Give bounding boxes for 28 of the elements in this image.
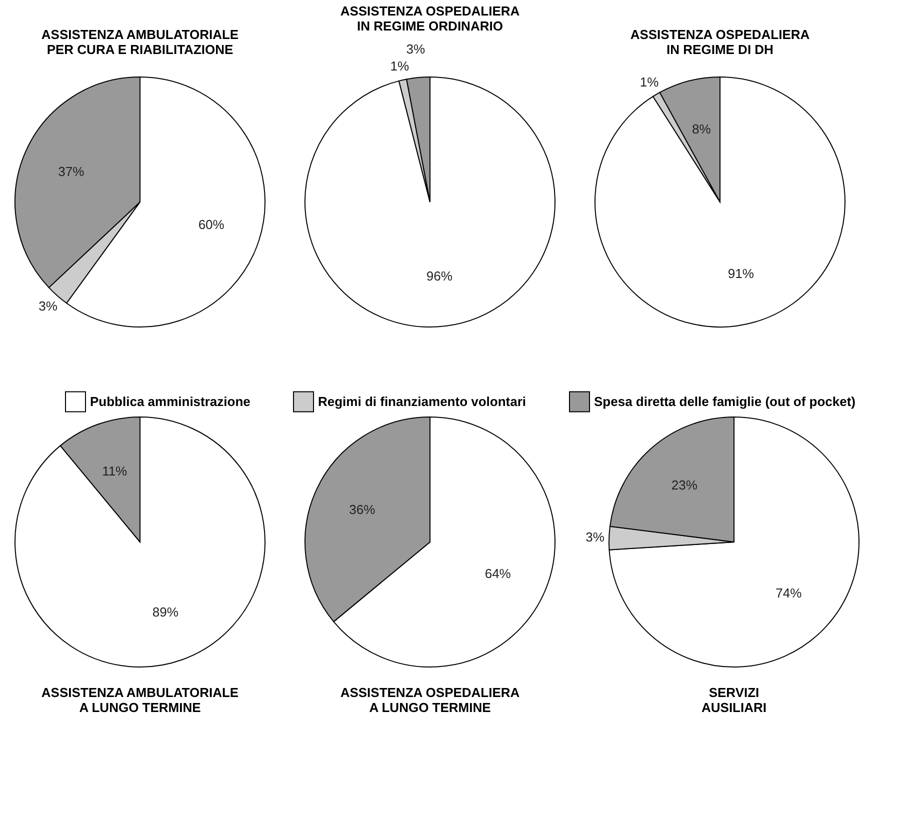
data-label: 3% xyxy=(38,298,58,314)
data-label: 3% xyxy=(586,530,605,545)
data-label: 37% xyxy=(58,164,85,180)
data-label: 11% xyxy=(102,463,128,478)
pie-slice xyxy=(594,76,846,328)
data-label: 8% xyxy=(692,121,712,136)
data-label: 91% xyxy=(728,266,754,282)
text: SERVIZI AUSILIARI xyxy=(702,685,766,715)
data-label: 96% xyxy=(426,268,453,284)
pie-slice xyxy=(304,76,556,328)
data-label: 1% xyxy=(390,58,410,74)
chart-title: ASSISTENZA OSPEDALIERA IN REGIME DI DH xyxy=(630,27,810,57)
chart-title: ASSISTENZA OSPEDALIERA IN REGIME ORDINARIO xyxy=(340,4,520,34)
data-label: 1% xyxy=(640,74,660,90)
text: ASSISTENZA AMBULATORIALE A LUNGO TERMINE xyxy=(41,685,239,715)
data-label: 23% xyxy=(671,478,698,493)
data-label: 74% xyxy=(776,585,802,600)
text: ASSISTENZA OSPEDALIERA A LUNGO TERMINE xyxy=(340,685,520,715)
data-label: 60% xyxy=(198,217,225,232)
data-label: 3% xyxy=(406,42,426,57)
pie-slice xyxy=(608,416,860,668)
legend-label: Pubblica amministrazione xyxy=(90,394,250,409)
chart-title: ASSISTENZA AMBULATORIALE PER CURA E RIABILITAZIONE xyxy=(41,27,239,57)
data-label: 64% xyxy=(484,566,512,581)
legend-label: Spesa diretta delle famiglie (out of pocket) xyxy=(594,394,856,409)
data-label: 36% xyxy=(349,502,376,518)
legend-label: Regimi di finanziamento volontari xyxy=(318,394,526,409)
data-label: 89% xyxy=(152,604,179,620)
